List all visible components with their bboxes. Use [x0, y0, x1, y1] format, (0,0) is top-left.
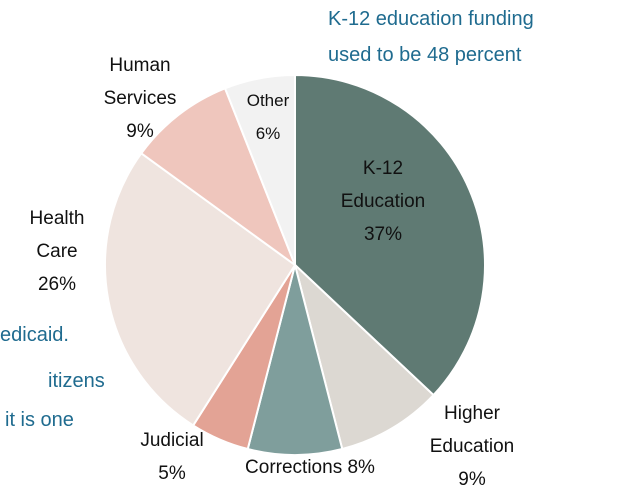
category-label: Human Services: [104, 55, 177, 109]
value-label: 26%: [17, 268, 97, 301]
category-label: Judicial: [140, 430, 203, 451]
category-label: Corrections: [245, 457, 342, 478]
category-label: K-12 Education: [341, 158, 426, 212]
value-label: 37%: [328, 218, 438, 251]
slice-label: Higher Education 9%: [417, 397, 527, 495]
value-label: 5%: [132, 457, 212, 490]
slice-label: K-12 Education 37%: [328, 152, 438, 251]
annotation: used to be 48 percent: [328, 44, 521, 67]
category-label: Other: [247, 91, 290, 110]
category-label: Health Care: [30, 208, 85, 262]
slice-label: Other 6%: [240, 84, 296, 150]
value-label: 6%: [240, 117, 296, 150]
value-label: 9%: [417, 463, 527, 495]
category-label: Higher Education: [430, 403, 515, 457]
slice-label: Judicial 5%: [132, 424, 212, 490]
value-label: 8%: [347, 457, 374, 478]
annotation: K-12 education funding: [328, 8, 534, 31]
slice-label: Health Care 26%: [17, 202, 97, 301]
slice-label: Human Services 9%: [85, 49, 195, 148]
page: edicaid. itizens it is one K-12 educatio…: [0, 0, 622, 495]
slice-label: Corrections 8%: [210, 451, 410, 484]
value-label: 9%: [85, 115, 195, 148]
